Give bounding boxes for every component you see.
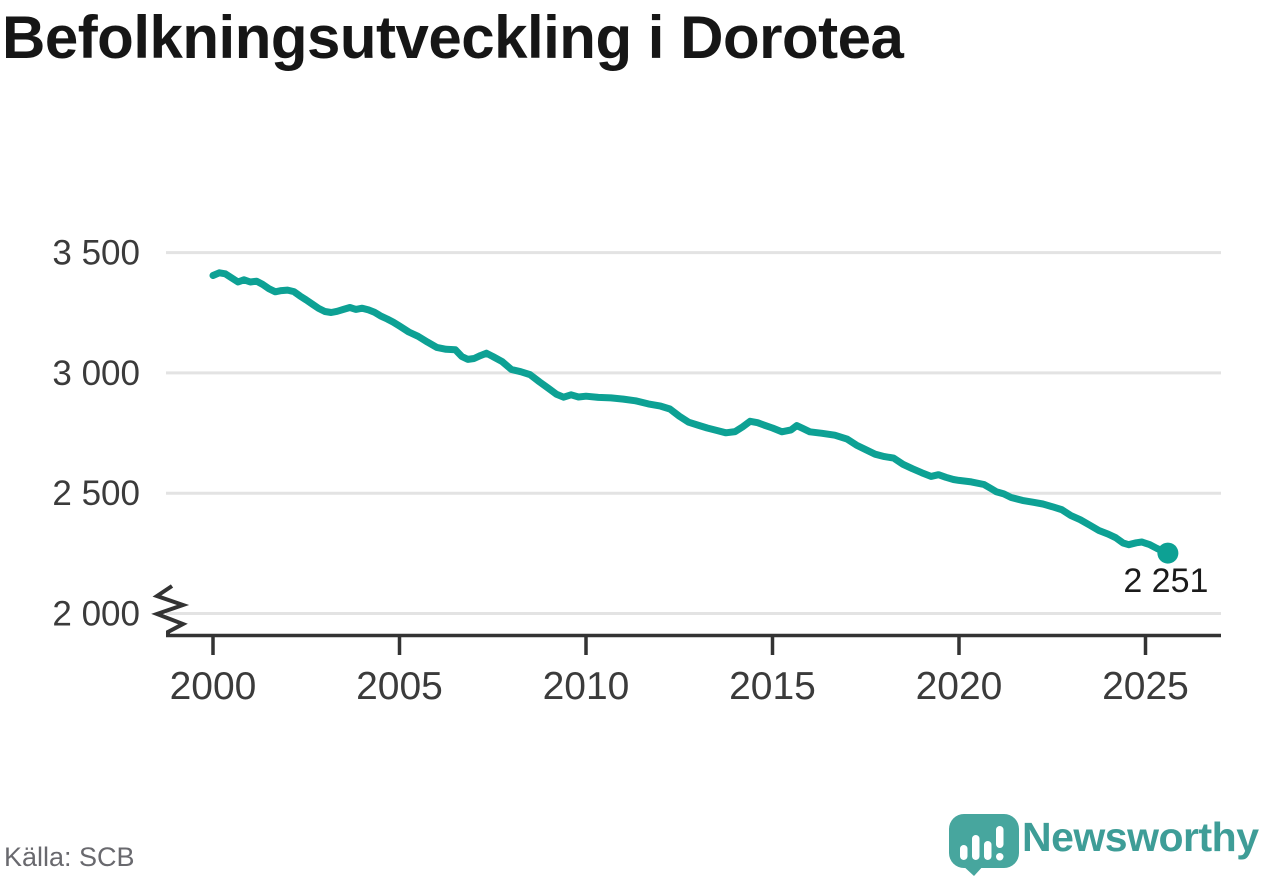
x-tick-label: 2020 bbox=[916, 665, 1003, 708]
y-tick-label: 2 000 bbox=[52, 595, 140, 634]
x-tick-label: 2015 bbox=[729, 665, 816, 708]
axis-break-icon bbox=[151, 584, 190, 636]
newsworthy-wordmark: Newsworthy bbox=[1022, 814, 1259, 860]
population-line bbox=[209, 269, 1172, 557]
newsworthy-logo: Newsworthy bbox=[949, 814, 1260, 876]
x-tick-label: 2000 bbox=[170, 665, 257, 708]
y-tick-label: 2 500 bbox=[52, 474, 140, 513]
source-note: Källa: SCB bbox=[4, 842, 135, 872]
newsworthy-logo-icon bbox=[949, 814, 1019, 876]
x-tick-label: 2005 bbox=[356, 665, 443, 708]
y-tick-label: 3 500 bbox=[52, 234, 140, 273]
page-title: Befolkningsutveckling i Dorotea bbox=[2, 4, 904, 71]
last-point-marker bbox=[1157, 542, 1179, 564]
x-tick-label: 2010 bbox=[543, 665, 630, 708]
x-tick-label: 2025 bbox=[1102, 665, 1189, 708]
y-tick-label: 3 000 bbox=[52, 354, 140, 393]
end-value-label: 2 251 bbox=[1123, 562, 1208, 600]
